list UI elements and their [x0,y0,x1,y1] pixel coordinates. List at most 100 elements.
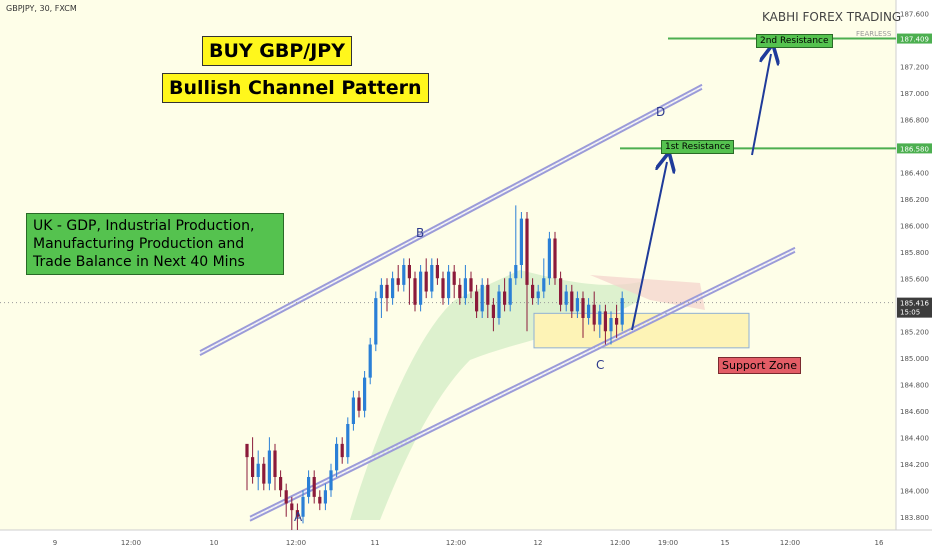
candle [469,271,473,299]
candle [564,284,568,312]
x-tick-label: 15 [721,539,730,547]
x-tick-label: 12 [534,539,543,547]
candle [486,278,490,318]
support-zone-label: Support Zone [718,357,801,374]
candle [267,437,271,491]
x-tick-label: 12:00 [121,539,141,547]
resistance-1-label: 1st Resistance [661,140,735,154]
point-b-label: B [416,226,425,240]
point-d-label: D [656,105,666,119]
y-tick-label: 187.200 [900,63,929,71]
candle [441,271,445,305]
price-tag-label: 187.409 [900,36,929,44]
y-tick-label: 187.000 [900,90,929,98]
candle [396,265,400,292]
candle [346,417,350,464]
candle [419,265,423,312]
ichimoku-cloud [350,270,640,520]
news-box: UK - GDP, Industrial Production, Manufac… [26,213,284,275]
y-tick-label: 186.800 [900,116,929,124]
news-line-1: UK - GDP, Industrial Production, [33,218,255,234]
candle [559,271,563,312]
price-tag-label: 185.416 [900,300,929,308]
candle [475,284,479,318]
candle [284,483,288,517]
x-tick-label: 12:00 [780,539,800,547]
x-tick-label: 19:00 [658,539,678,547]
candle [581,291,585,338]
candle [290,496,294,530]
x-tick-label: 12:00 [610,539,630,547]
candle [307,470,311,504]
candle [374,291,378,352]
candle [447,265,451,305]
candle [553,231,557,285]
projection-arrow-1 [631,162,667,331]
candle [301,490,305,524]
x-tick-label: 12:00 [286,539,306,547]
candle [323,483,327,511]
candle [329,463,333,497]
title-pattern-box: Bullish Channel Pattern [162,73,429,103]
price-tag-bg [897,143,932,154]
candle [357,390,361,418]
price-tag-bg [897,297,932,318]
y-tick-label: 187.600 [900,10,929,18]
candle [452,265,456,299]
candle [525,212,529,332]
candle [251,437,255,484]
candle [279,470,283,497]
x-tick-label: 16 [875,539,884,547]
candle [547,231,551,285]
point-c-label: C [596,358,605,372]
candle [508,271,512,312]
candle [592,291,596,332]
news-line-3: Trade Balance in Next 40 Mins [33,254,245,270]
candle [463,265,467,305]
candle [391,271,395,305]
candle [575,291,579,318]
ichimoku-cloud-red [590,275,705,310]
candle [340,437,344,464]
channel-lower-line [249,246,796,522]
candle [424,258,428,299]
y-tick-label: 186.400 [900,169,929,177]
candle [480,278,484,318]
candle [430,258,434,299]
price-tag-bg [897,33,932,44]
y-tick-label: 186.000 [900,222,929,230]
point-a-label: A [294,510,303,524]
candle [273,443,277,491]
news-line-2: Manufacturing Production and [33,236,245,252]
price-tag-time: 15:05 [900,309,920,317]
y-tick-label: 184.200 [900,461,929,469]
candle [351,390,355,431]
candle [536,284,540,305]
price-axis-panel [896,0,932,550]
candle [318,490,322,511]
candle [402,258,406,292]
candle [435,258,439,285]
candle [335,437,339,477]
candle [497,284,501,325]
channel-upper-line [199,83,703,357]
candle [603,304,607,345]
y-tick-label: 185.800 [900,249,929,257]
candle [407,258,411,305]
y-tick-label: 185.600 [900,275,929,283]
y-tick-label: 185.000 [900,355,929,363]
candle [256,450,260,491]
candle [413,271,417,312]
x-tick-label: 10 [210,539,219,547]
candle [503,278,507,312]
x-tick-label: 9 [53,539,57,547]
symbol-label: GBPJPY, 30, FXCM [6,4,77,13]
candle [587,298,591,325]
y-tick-label: 183.800 [900,514,929,522]
y-tick-label: 185.200 [900,328,929,336]
candle [262,457,266,491]
candle [542,258,546,299]
candle [598,304,602,338]
candle [519,212,523,279]
